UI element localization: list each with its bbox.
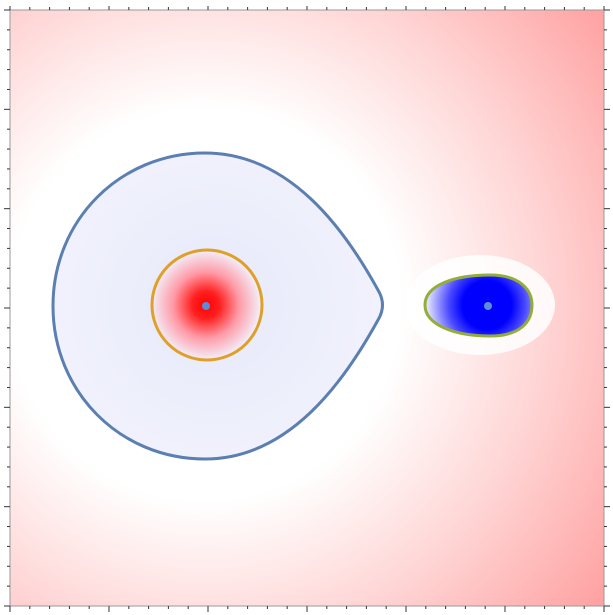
negative-contour bbox=[423, 273, 534, 338]
tick-marks bbox=[4, 6, 610, 612]
negative-charge-marker bbox=[484, 302, 492, 310]
inner-contour bbox=[150, 248, 264, 362]
positive-charge-marker bbox=[202, 302, 210, 310]
outer-contour bbox=[51, 151, 384, 461]
negative-region bbox=[425, 275, 532, 336]
